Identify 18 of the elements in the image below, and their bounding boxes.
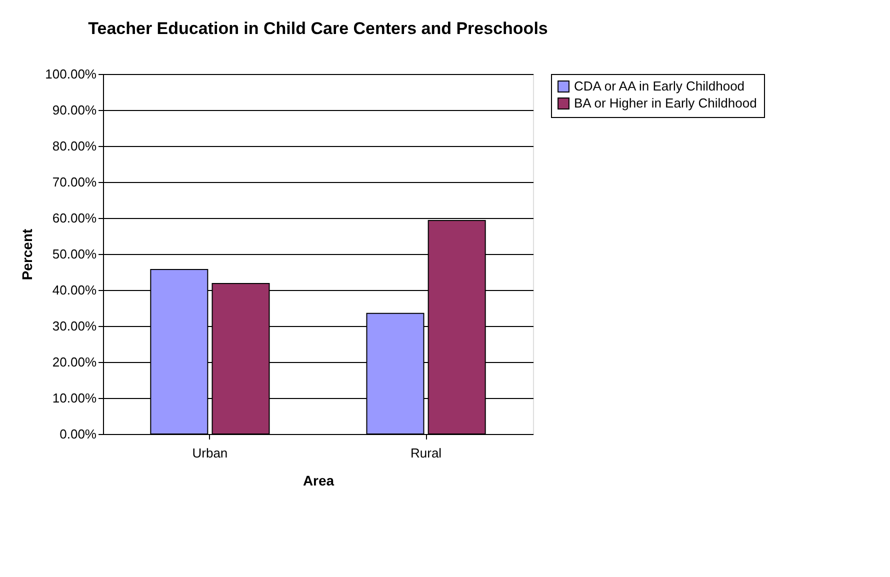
y-tick-label: 100.00%: [45, 66, 97, 82]
y-tick-label: 80.00%: [52, 138, 97, 154]
y-tick-label: 60.00%: [52, 210, 97, 226]
legend-label: BA or Higher in Early Childhood: [574, 96, 757, 110]
y-axis-title: Percent: [19, 228, 36, 280]
y-tick-label: 10.00%: [52, 390, 97, 406]
y-tick-label: 20.00%: [52, 354, 97, 370]
y-tick-label: 90.00%: [52, 102, 97, 118]
chart-title: Teacher Education in Child Care Centers and Preschools: [88, 19, 548, 38]
y-tick-label: 0.00%: [60, 426, 97, 442]
x-axis-title: Area: [302, 472, 334, 488]
y-tick-label: 70.00%: [52, 174, 97, 190]
y-tick-label: 40.00%: [52, 282, 97, 298]
y-tick-label: 50.00%: [52, 246, 97, 262]
legend-label: CDA or AA in Early Childhood: [574, 78, 745, 94]
x-tick-label: Urban: [192, 446, 228, 460]
y-tick-label: 30.00%: [52, 318, 97, 334]
x-tick-label: Rural: [410, 446, 442, 460]
